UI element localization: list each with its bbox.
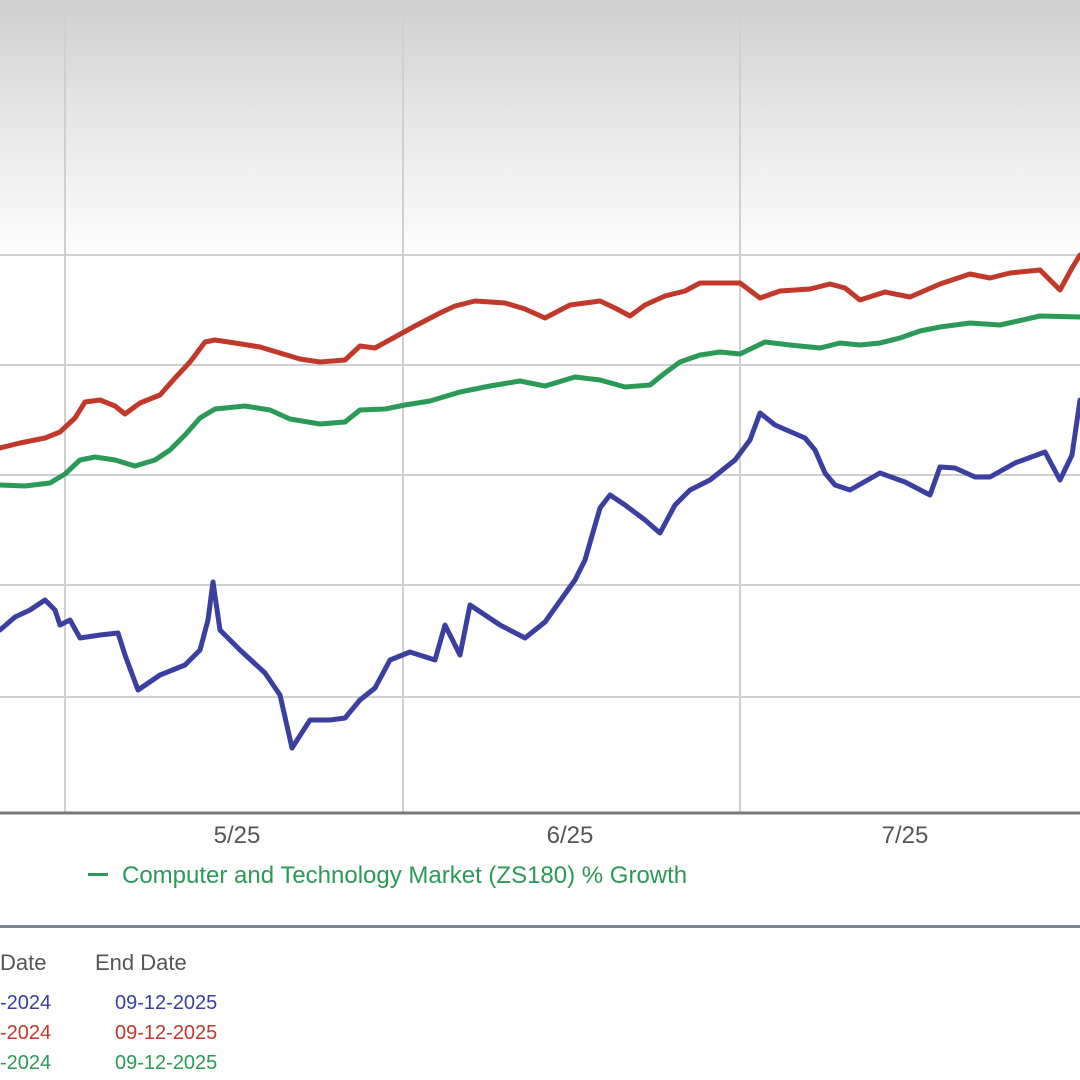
x-tick-label: 6/25 — [546, 822, 594, 849]
line-chart — [0, 0, 1080, 815]
end-date-red: 09-12-2025 — [115, 1022, 218, 1044]
start-date-green: -2024 — [0, 1052, 52, 1074]
series-line-blue — [0, 397, 1080, 751]
end-date-blue: 09-12-2025 — [115, 992, 218, 1014]
start-date-header: Date — [0, 950, 47, 975]
end-date-green: 09-12-2025 — [115, 1052, 218, 1074]
series-line-green — [0, 313, 1080, 489]
series-lines — [0, 252, 1080, 751]
x-tick-label: 5/25 — [213, 822, 261, 849]
end-date-header: End Date — [95, 950, 187, 975]
grid — [0, 0, 1080, 813]
start-date-red: -2024 — [0, 1022, 52, 1044]
legend-swatch-green — [88, 873, 108, 877]
legend-label: Computer and Technology Market (ZS180) %… — [122, 862, 688, 889]
x-tick-label: 7/25 — [881, 822, 929, 849]
chart-plot-area — [0, 0, 1080, 815]
series-line-red — [0, 252, 1080, 451]
legend: Computer and Technology Market (ZS180) %… — [88, 862, 687, 890]
section-divider — [0, 925, 1080, 928]
start-date-blue: -2024 — [0, 992, 52, 1014]
